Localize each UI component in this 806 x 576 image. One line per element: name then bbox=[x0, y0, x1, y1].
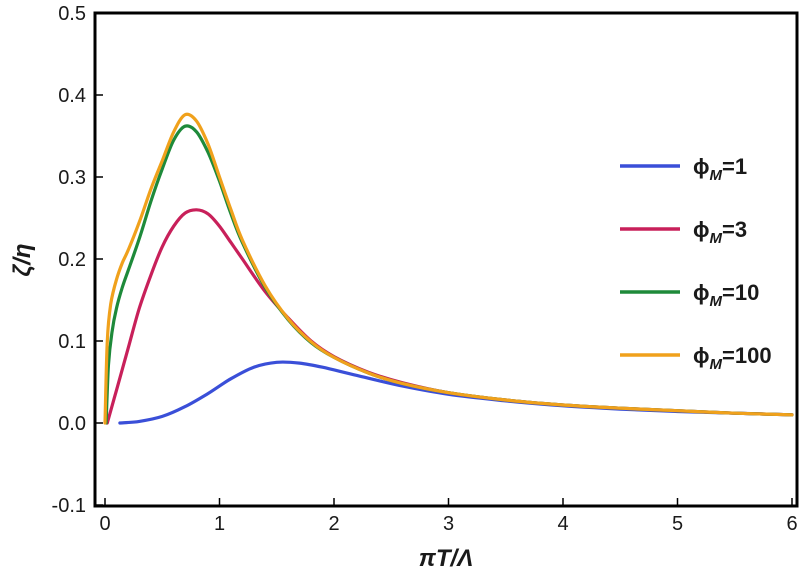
x-tick-label: 0 bbox=[99, 513, 110, 535]
legend-label-2: ϕM=3 bbox=[693, 217, 747, 247]
legend-value: =100 bbox=[722, 343, 772, 368]
y-axis-ticks: -0.1 0.0 0.1 0.2 0.3 0.4 0.5 bbox=[52, 3, 103, 517]
series-line-3 bbox=[104, 124, 794, 425]
y-axis-label: ζ/η bbox=[9, 243, 36, 276]
y-tick-label: 0.5 bbox=[58, 3, 86, 25]
legend-label-4: ϕM=100 bbox=[693, 343, 772, 373]
legend-subscript: M bbox=[710, 356, 723, 373]
legend-label-1: ϕM=1 bbox=[693, 154, 747, 184]
legend-subscript: M bbox=[710, 230, 723, 247]
legend-subscript: M bbox=[710, 167, 723, 184]
y-tick-label: 0.3 bbox=[58, 167, 86, 189]
series-line-4 bbox=[103, 112, 794, 425]
x-axis-label: πT/Λ bbox=[419, 545, 473, 572]
x-tick-label: 1 bbox=[214, 513, 225, 535]
legend-phi-symbol: ϕ bbox=[693, 217, 710, 242]
y-tick-label: 0.1 bbox=[58, 331, 86, 353]
x-tick-label: 2 bbox=[328, 513, 339, 535]
legend-phi-symbol: ϕ bbox=[693, 280, 710, 305]
legend-label-3: ϕM=10 bbox=[693, 280, 759, 310]
y-tick-label: 0.2 bbox=[58, 249, 86, 271]
legend-phi-symbol: ϕ bbox=[693, 343, 710, 368]
plot-frame bbox=[93, 11, 799, 508]
series-layer bbox=[103, 112, 794, 425]
legend-phi-symbol: ϕ bbox=[693, 154, 710, 179]
x-tick-label: 6 bbox=[786, 513, 797, 535]
y-tick-label: -0.1 bbox=[52, 495, 86, 517]
x-axis-ticks: 0 1 2 3 4 5 6 bbox=[99, 498, 798, 535]
x-tick-label: 5 bbox=[672, 513, 683, 535]
y-tick-label: 0.0 bbox=[58, 413, 86, 435]
legend-subscript: M bbox=[710, 293, 723, 310]
y-tick-label: 0.4 bbox=[58, 85, 86, 107]
x-tick-label: 3 bbox=[443, 513, 454, 535]
legend-value: =3 bbox=[722, 217, 747, 242]
legend-value: =10 bbox=[722, 280, 759, 305]
x-tick-label: 4 bbox=[557, 513, 568, 535]
legend-value: =1 bbox=[722, 154, 747, 179]
